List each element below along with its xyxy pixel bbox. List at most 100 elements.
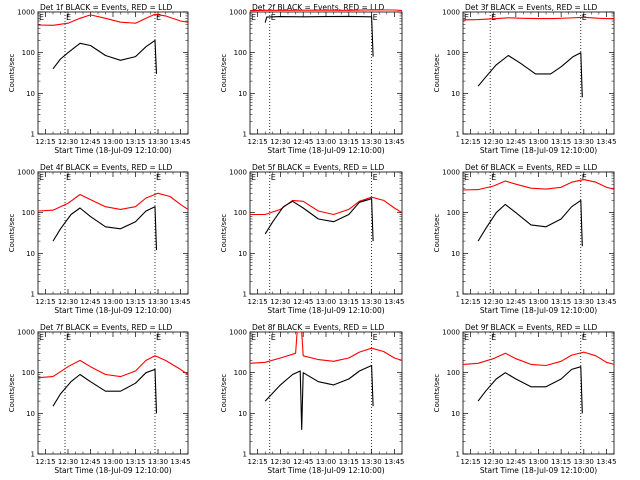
x-axis-label: Start Time (18-Jul-09 12:10:00) [480, 146, 597, 155]
corner-marker-letter: E [39, 13, 44, 22]
x-tick-label: 13:00 [103, 138, 123, 146]
x-tick-label: 12:45 [293, 458, 313, 466]
y-tick-label: 1 [456, 451, 460, 459]
y-tick-label: 1 [31, 131, 35, 139]
x-tick-label: 13:45 [170, 458, 190, 466]
plot-frame [249, 171, 403, 295]
interval-marker-letter: E [491, 173, 496, 182]
y-tick-label: 1 [456, 291, 460, 299]
y-tick-label: 100 [22, 209, 35, 217]
x-tick-label: 13:00 [528, 458, 548, 466]
y-tick-label: 1000 [229, 169, 247, 177]
y-tick-label: 1000 [17, 9, 35, 17]
plot-frame [462, 171, 615, 295]
panel-det-1f: Det 1f BLACK = Events, RED = LLD 1 10 100 10… [8, 3, 191, 155]
interval-marker-letter: E [373, 333, 378, 342]
x-tick-label: 12:30 [483, 298, 503, 306]
y-axis-label: Counts/sec [433, 54, 441, 93]
y-tick-label: 100 [22, 369, 35, 377]
y-axis-label: Counts/sec [433, 374, 441, 413]
lld-series-line [37, 192, 189, 212]
lld-series-line [462, 351, 615, 367]
x-tick-label: 13:45 [596, 298, 616, 306]
lld-series-line [249, 331, 403, 364]
x-tick-label: 12:30 [58, 298, 78, 306]
x-tick-label: 12:30 [58, 138, 78, 146]
x-tick-label: 12:15 [248, 458, 268, 466]
x-tick-label: 12:45 [80, 138, 100, 146]
panel-title: Det 6f BLACK = Events, RED = LLD [465, 163, 598, 172]
x-tick-label: 13:15 [339, 298, 359, 306]
x-tick-label: 13:30 [148, 458, 168, 466]
events-series-line [264, 198, 374, 242]
x-tick-label: 13:45 [384, 458, 404, 466]
plot-frame [37, 11, 189, 135]
x-axis-label: Start Time (18-Jul-09 12:10:00) [267, 146, 384, 155]
x-axis-label: Start Time (18-Jul-09 12:10:00) [480, 466, 597, 475]
y-tick-label: 1000 [17, 169, 35, 177]
x-tick-label: 12:30 [58, 458, 78, 466]
corner-marker-letter: E [39, 173, 44, 182]
x-tick-label: 13:30 [362, 138, 382, 146]
y-tick-label: 10 [451, 250, 460, 258]
plot-frame [37, 331, 189, 455]
lld-series-line [462, 16, 615, 21]
x-tick-label: 13:30 [574, 458, 594, 466]
events-series-line [477, 52, 583, 98]
x-tick-label: 13:00 [316, 298, 336, 306]
y-axis-label: Counts/sec [220, 54, 228, 93]
y-tick-label: 100 [447, 49, 460, 57]
lld-series-line [37, 355, 189, 379]
y-tick-label: 10 [238, 250, 247, 258]
interval-marker-letter: E [66, 13, 71, 22]
panel-det-5f: Det 5f BLACK = Events, RED = LLD 1 10 100 10… [220, 163, 404, 315]
events-series-line [477, 366, 583, 414]
x-tick-label: 12:30 [483, 458, 503, 466]
plot-frame [462, 11, 615, 135]
y-tick-label: 100 [234, 209, 247, 217]
x-axis-label: Start Time (18-Jul-09 12:10:00) [54, 306, 171, 315]
x-tick-label: 12:30 [270, 298, 290, 306]
y-tick-label: 1 [31, 451, 35, 459]
x-axis-label: Start Time (18-Jul-09 12:10:00) [267, 466, 384, 475]
panel-title: Det 4f BLACK = Events, RED = LLD [40, 163, 173, 172]
x-tick-label: 12:45 [506, 138, 526, 146]
x-tick-label: 13:15 [551, 298, 571, 306]
interval-marker-letter: E [66, 333, 71, 342]
x-axis-label: Start Time (18-Jul-09 12:10:00) [267, 306, 384, 315]
x-tick-label: 12:15 [35, 458, 55, 466]
x-tick-label: 13:00 [528, 138, 548, 146]
corner-marker-letter: E [39, 333, 44, 342]
y-tick-label: 100 [447, 209, 460, 217]
y-tick-label: 1000 [229, 329, 247, 337]
y-tick-label: 10 [26, 90, 35, 98]
y-tick-label: 1000 [442, 169, 460, 177]
events-series-line [52, 39, 158, 74]
lld-series-line [37, 13, 189, 26]
y-tick-label: 1 [243, 131, 247, 139]
interval-marker-letter: E [271, 333, 276, 342]
y-tick-label: 10 [238, 90, 247, 98]
x-axis-label: Start Time (18-Jul-09 12:10:00) [54, 146, 171, 155]
interval-marker-letter: E [582, 333, 587, 342]
x-tick-label: 12:45 [506, 458, 526, 466]
lld-series-line [249, 9, 403, 12]
interval-marker-letter: E [373, 173, 378, 182]
x-tick-label: 13:45 [596, 458, 616, 466]
interval-marker-letter: E [156, 173, 161, 182]
x-tick-label: 13:00 [316, 458, 336, 466]
x-tick-label: 12:15 [248, 298, 268, 306]
panel-det-7f: Det 7f BLACK = Events, RED = LLD 1 10 100 10… [8, 323, 191, 475]
y-tick-label: 1 [31, 291, 35, 299]
y-tick-label: 1000 [442, 329, 460, 337]
x-tick-label: 12:15 [460, 458, 480, 466]
events-series-line [477, 199, 583, 247]
y-tick-label: 1000 [229, 9, 247, 17]
plot-frame [462, 331, 615, 455]
x-tick-label: 13:30 [574, 138, 594, 146]
x-tick-label: 13:45 [384, 298, 404, 306]
events-series-line [52, 206, 158, 251]
x-tick-label: 12:45 [293, 138, 313, 146]
panel-det-3f: Det 3f BLACK = Events, RED = LLD 1 10 100 10… [433, 3, 617, 155]
